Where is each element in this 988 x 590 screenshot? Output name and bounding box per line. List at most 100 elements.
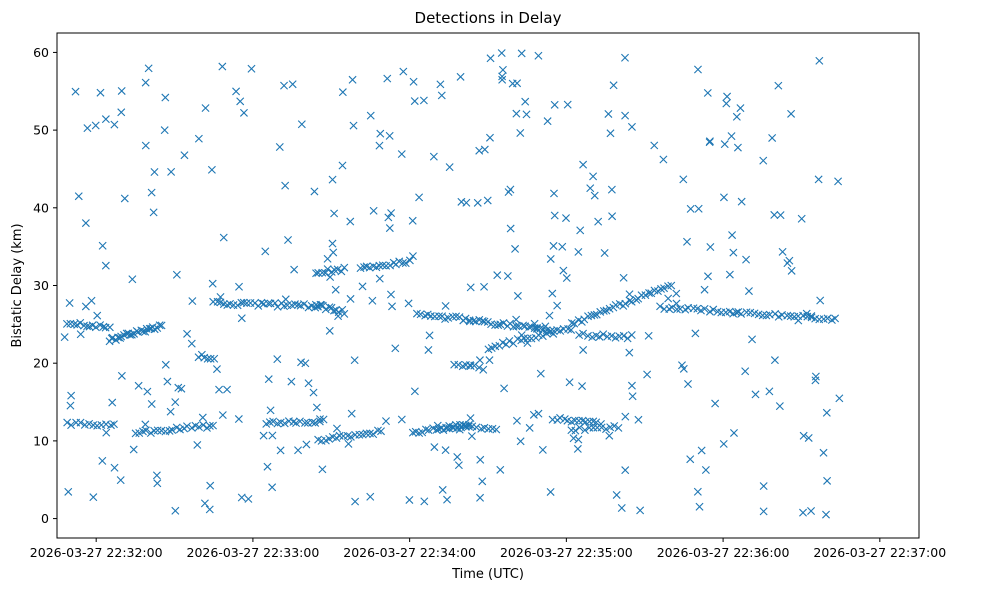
data-point — [693, 65, 702, 74]
data-point — [485, 133, 494, 142]
data-point — [292, 419, 301, 428]
data-point — [625, 290, 634, 299]
data-point — [338, 305, 347, 314]
data-point — [308, 418, 317, 427]
data-point — [288, 80, 297, 89]
data-point — [748, 335, 757, 344]
data-point — [268, 431, 277, 440]
data-point — [443, 495, 452, 504]
data-point — [408, 428, 417, 437]
data-point — [604, 109, 613, 118]
data-point — [264, 375, 273, 384]
data-point — [358, 282, 367, 291]
data-point — [627, 381, 636, 390]
data-point — [319, 415, 328, 424]
x-tick-label: 2026-03-27 22:32:00 — [30, 545, 163, 560]
data-point — [585, 417, 594, 426]
data-point — [237, 314, 246, 323]
data-point — [597, 423, 606, 432]
data-point — [511, 244, 520, 253]
data-point — [659, 155, 668, 164]
data-point — [63, 418, 72, 427]
data-point — [348, 75, 357, 84]
data-point — [758, 311, 767, 320]
data-point — [733, 143, 742, 152]
data-point — [329, 306, 338, 315]
data-point — [386, 290, 395, 299]
data-point — [166, 407, 175, 416]
data-point — [787, 109, 796, 118]
data-point — [381, 417, 390, 426]
data-point — [331, 285, 340, 294]
data-point — [521, 97, 530, 106]
x-axis-title: Time (UTC) — [451, 567, 524, 582]
data-point — [686, 455, 695, 464]
data-point — [346, 432, 355, 441]
data-point — [239, 298, 248, 307]
data-point — [433, 421, 442, 430]
data-point — [823, 314, 832, 323]
data-point — [706, 243, 715, 251]
data-point — [106, 421, 115, 430]
data-point — [210, 354, 219, 363]
data-point — [461, 422, 470, 431]
data-point — [605, 431, 614, 440]
data-point — [187, 339, 196, 348]
data-point — [157, 321, 166, 330]
data-point — [188, 297, 197, 306]
data-point — [774, 81, 783, 90]
data-point — [387, 209, 396, 218]
data-point — [467, 432, 476, 441]
data-point — [218, 411, 227, 420]
data-point — [263, 462, 272, 471]
data-point — [280, 419, 289, 428]
data-point — [691, 329, 700, 338]
data-point — [741, 367, 750, 376]
data-point — [656, 302, 665, 311]
data-point — [822, 510, 831, 519]
data-point — [729, 248, 738, 257]
data-point — [150, 168, 159, 177]
data-point — [326, 273, 335, 282]
data-point — [109, 420, 118, 429]
data-point — [346, 294, 355, 303]
data-point — [574, 435, 583, 444]
data-point — [534, 51, 543, 60]
data-point — [558, 242, 567, 251]
data-point — [799, 508, 807, 517]
data-point — [410, 97, 419, 106]
data-point — [719, 439, 728, 448]
data-point — [599, 306, 608, 315]
data-point — [550, 100, 559, 109]
data-point — [163, 377, 172, 386]
data-point — [373, 426, 382, 435]
data-point — [807, 506, 816, 515]
data-point — [794, 316, 803, 325]
data-point — [117, 108, 126, 117]
data-point — [165, 426, 174, 435]
data-point — [621, 466, 630, 475]
data-point — [295, 417, 304, 426]
data-point — [300, 418, 309, 427]
data-point — [101, 115, 110, 124]
data-point — [737, 197, 746, 206]
data-point — [737, 309, 746, 318]
data-point — [441, 301, 450, 310]
data-point — [199, 421, 208, 430]
data-point — [187, 423, 196, 432]
data-point — [335, 431, 344, 440]
data-point — [144, 64, 153, 73]
data-point — [480, 145, 489, 154]
data-point — [101, 261, 110, 270]
data-point — [776, 211, 785, 220]
data-point — [310, 187, 319, 196]
data-point — [787, 266, 796, 275]
data-point — [261, 247, 270, 256]
data-point — [517, 331, 526, 340]
data-point — [290, 265, 299, 274]
data-point — [334, 312, 343, 321]
data-point — [369, 430, 378, 439]
data-point — [108, 398, 117, 407]
data-point — [281, 295, 290, 304]
